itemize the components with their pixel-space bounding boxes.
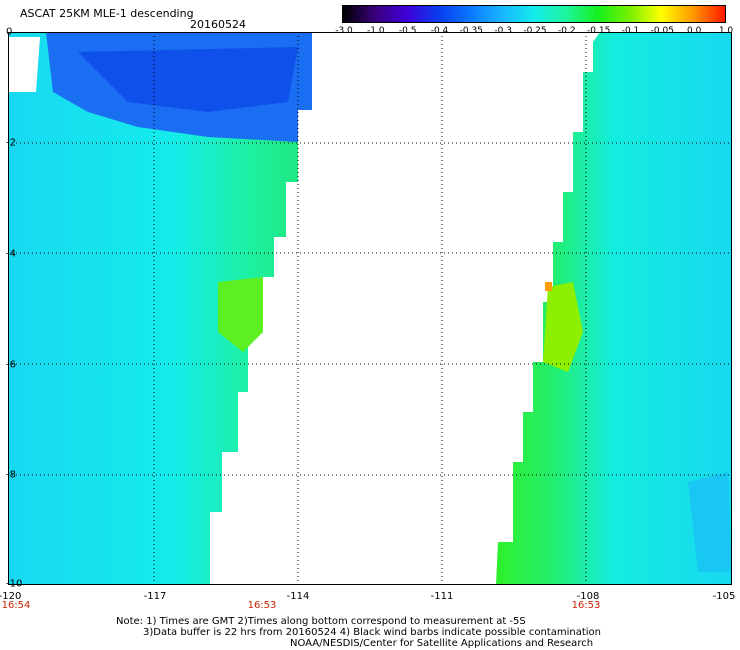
plot-frame — [8, 32, 732, 585]
colorbar-label: -1.0 — [367, 26, 385, 36]
y-tick-10: -10 — [6, 578, 23, 590]
colorbar-label: -0.1 — [621, 26, 640, 36]
y-tick-0: 0 — [6, 26, 13, 38]
colorbar-label: -0.05 — [650, 26, 674, 36]
note-line-3: NOAA/NESDIS/Center for Satellite Applica… — [290, 638, 594, 649]
x-tick-114: -114 — [286, 591, 310, 602]
swath-left-dark-blue-region — [78, 47, 298, 112]
swath-map — [8, 32, 732, 585]
map-date: 20160524 — [190, 18, 246, 31]
colorbar-label: -0.2 — [558, 26, 576, 36]
time-label: 16:54 — [1, 600, 31, 611]
x-tick-120: -120 — [0, 591, 22, 602]
colorbar-label: -0.5 — [398, 26, 417, 36]
swath-left-fill — [8, 32, 312, 585]
time-label: 16:53 — [571, 600, 601, 611]
swath-left-gap — [8, 37, 40, 92]
colorbar-label: -0.25 — [523, 26, 547, 36]
x-tick-108: -108 — [576, 591, 600, 602]
x-tick-105: -105 — [712, 591, 736, 602]
colorbar-label: -3.0 — [335, 26, 353, 36]
swath-right-blue-patch — [688, 472, 732, 572]
note-line-2: 3)Data buffer is 22 hrs from 20160524 4)… — [143, 627, 601, 638]
note-line-1: Note: 1) Times are GMT 2)Times along bot… — [116, 616, 526, 627]
y-tick-6: -6 — [6, 359, 16, 371]
colorbar-label: -0.4 — [430, 26, 449, 36]
grid-lines — [8, 32, 732, 585]
colorbar — [342, 5, 726, 23]
swath-left-green-patch — [218, 277, 263, 352]
swath-right-orange-cell — [545, 282, 552, 291]
x-tick-117: -117 — [143, 591, 167, 602]
swath-right-fill — [496, 32, 732, 585]
y-tick-8: -8 — [6, 469, 16, 481]
time-label: 16:53 — [247, 600, 277, 611]
y-tick-2: -2 — [6, 137, 16, 149]
x-tick-111: -111 — [430, 591, 454, 602]
colorbar-label: 1.0 — [718, 26, 734, 36]
colorbar-label: 0.0 — [686, 26, 702, 36]
map-title: ASCAT 25KM MLE-1 descending — [20, 7, 194, 20]
y-tick-4: -4 — [6, 248, 16, 260]
colorbar-labels: -3.0 -1.0 -0.5 -0.4 -0.35 -0.3 -0.25 -0.2 -0.15-… — [330, 26, 734, 38]
swath-right-yellow-patch — [543, 282, 583, 372]
colorbar-label: -0.35 — [459, 26, 483, 36]
colorbar-label: -0.15 — [587, 26, 611, 36]
swath-left — [8, 32, 312, 585]
swath-right — [496, 32, 732, 585]
colorbar-label: -0.3 — [494, 26, 512, 36]
